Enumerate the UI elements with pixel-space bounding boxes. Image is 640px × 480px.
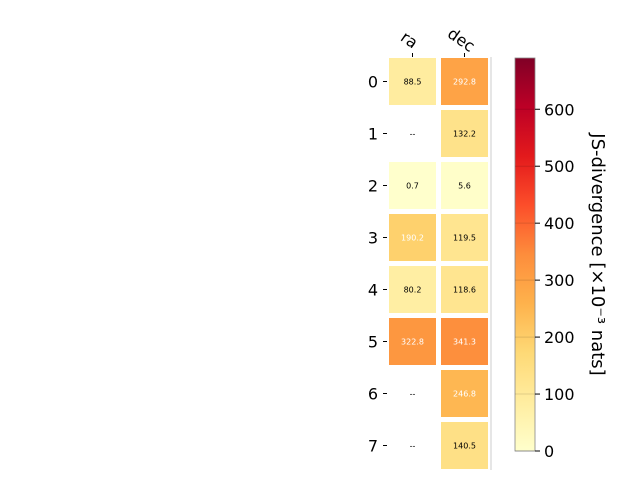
cell-value-label: 190.2 [401,234,424,243]
cell-value-label: -- [410,390,416,399]
heatmap-cell [389,58,436,105]
cell-value-label: 322.8 [401,338,424,347]
row-label: 1 [368,125,378,144]
heatmap-cell [441,214,488,261]
row-label: 3 [368,229,378,248]
heatmap-cell [389,162,436,209]
heatmap-cell [389,214,436,261]
cell-value-label: 119.5 [453,234,476,243]
row-label: 4 [368,281,378,300]
cell-value-label: 292.8 [453,78,476,87]
cell-value-label: 246.8 [453,390,476,399]
colorbar-label: JS-divergence [×10⁻³ nats] [587,132,608,375]
colorbar: 0 100 200 300 400 500 600 JS-divergence [×10⁻³… [514,57,608,461]
heatmap-cell [441,318,488,365]
cell-value-label: 88.5 [404,78,422,87]
colorbar-gradient [514,57,536,452]
cell-value-label: -- [410,442,416,451]
column-labels: ra dec [397,24,479,57]
cell-value-label: 5.6 [458,182,471,191]
row-label: 7 [368,437,378,456]
cell-value-label: 80.2 [404,286,422,295]
colorbar-ticks: 0 100 200 300 400 500 600 [515,100,575,461]
colorbar-tick-label: 400 [544,214,575,233]
cell-value-label: 132.2 [453,130,476,139]
heatmap-cells: 88.5 292.8 -- 132.2 0.7 5.6 190.2 119.5 80.2 118.… [389,57,492,470]
heatmap-cell [441,422,488,469]
colorbar-tick-label: 300 [544,271,575,290]
cell-value-label: 118.6 [453,286,476,295]
row-labels: 0 1 2 3 4 5 6 7 [368,73,387,456]
colorbar-tick-label: 500 [544,157,575,176]
heatmap-cell [441,266,488,313]
row-label: 5 [368,333,378,352]
cell-value-label: 341.3 [453,338,476,347]
cell-value-label: 0.7 [406,182,419,191]
column-label: ra [397,27,421,52]
heatmap-cell [441,110,488,157]
colorbar-tick-label: 200 [544,328,575,347]
colorbar-tick-label: 600 [544,100,575,119]
heatmap-cell [389,318,436,365]
colorbar-tick-label: 0 [544,442,554,461]
heatmap-cell [441,370,488,417]
cell-value-label: -- [410,130,416,139]
row-label: 6 [368,385,378,404]
heatmap-cell [441,58,488,105]
column-label: dec [444,24,478,56]
heatmap-cell [441,162,488,209]
row-label: 0 [368,73,378,92]
colorbar-tick-label: 100 [544,385,575,404]
heatmap-cell [389,266,436,313]
cell-value-label: 140.5 [453,442,476,451]
row-label: 2 [368,177,378,196]
